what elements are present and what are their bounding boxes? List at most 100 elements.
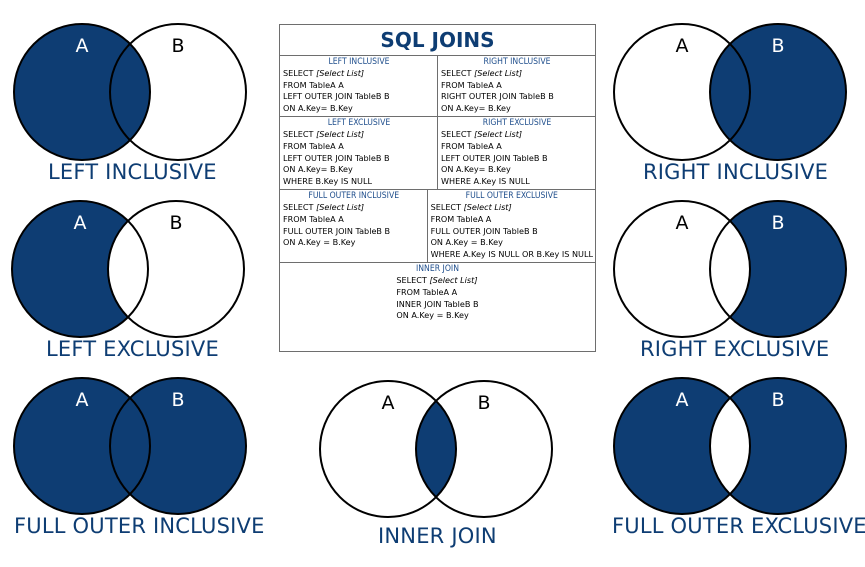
sql-code-line: ON A.Key = B.Key xyxy=(283,237,356,248)
sql-select-list: [Select List] xyxy=(316,68,365,78)
sql-select-line: SELECT [Select List] xyxy=(283,129,435,141)
sql-code-line: RIGHT OUTER JOIN TableB B xyxy=(441,91,554,102)
label-b: B xyxy=(169,212,182,234)
label-a: A xyxy=(74,212,87,234)
sql-code-line: FROM TableA A xyxy=(441,79,502,90)
sql-select-line: SELECT [Select List] xyxy=(283,68,435,80)
sql-select-list: [Select List] xyxy=(316,129,365,140)
sql-code-line: FROM TableA A xyxy=(283,79,344,90)
sql-cell-heading: FULL OUTER EXCLUSIVE xyxy=(465,191,558,202)
label-a: A xyxy=(76,35,89,57)
sql-select-line: SELECT [Select List] xyxy=(396,275,478,287)
label-a: A xyxy=(76,389,89,411)
sql-cell: LEFT INCLUSIVE SELECT [Select List] FROM T… xyxy=(280,56,437,116)
sql-select-line: SELECT [Select List] xyxy=(431,202,593,214)
sql-select-list: [Select List] xyxy=(474,129,523,140)
caption-left-inclusive: LEFT INCLUSIVE xyxy=(48,160,217,184)
sql-select-keyword: SELECT xyxy=(283,129,314,140)
sql-code-line: FULL OUTER JOIN TableB B xyxy=(283,225,391,236)
table-a-region xyxy=(614,378,750,514)
sql-cell-heading: RIGHT INCLUSIVE xyxy=(483,57,551,67)
sql-row-inner: INNER JOIN SELECT [Select List] FROM Table… xyxy=(280,263,595,327)
label-b: B xyxy=(771,389,784,411)
sql-cell: FULL OUTER EXCLUSIVE SELECT [Select List]… xyxy=(426,190,595,263)
sql-cell: LEFT EXCLUSIVE SELECT [Select List] FROM T… xyxy=(280,117,437,189)
caption-full-outer-inclusive: FULL OUTER INCLUSIVE xyxy=(14,514,265,538)
table-a-region xyxy=(614,24,750,160)
sql-code-line: ON A.Key= B.Key xyxy=(283,164,353,175)
sql-code-line: LEFT OUTER JOIN TableB B xyxy=(441,152,548,163)
sql-code-line: WHERE A.Key IS NULL OR B.Key IS NULL xyxy=(430,248,593,259)
label-b: B xyxy=(171,389,184,411)
sql-cell: RIGHT EXCLUSIVE SELECT [Select List] FROM … xyxy=(437,117,595,190)
sql-select-keyword: SELECT xyxy=(441,129,472,140)
sql-joins-table: SQL JOINS LEFT INCLUSIVE SELECT [Select L… xyxy=(279,24,596,352)
sql-select-list: [Select List] xyxy=(316,202,365,213)
sql-cell: RIGHT INCLUSIVE SELECT [Select List] FROM … xyxy=(437,56,595,117)
caption-left-exclusive: LEFT EXCLUSIVE xyxy=(46,337,219,361)
sql-cell: INNER JOIN SELECT [Select List] FROM Table… xyxy=(280,263,595,327)
sql-select-list: [Select List] xyxy=(474,68,523,78)
sql-code-line: FULL OUTER JOIN TableB B xyxy=(430,225,538,236)
sql-code-line: FROM TableA A xyxy=(430,213,492,224)
sql-row-full-outer: FULL OUTER INCLUSIVE SELECT [Select List]… xyxy=(280,190,595,264)
caption-inner-join: INNER JOIN xyxy=(378,524,497,548)
label-a: A xyxy=(382,392,395,414)
sql-code-line: WHERE B.Key IS NULL xyxy=(283,175,372,186)
label-b: B xyxy=(171,35,184,57)
label-a: A xyxy=(676,35,689,57)
table-a-region xyxy=(614,201,750,337)
label-a: A xyxy=(676,389,689,411)
sql-code-line: ON A.Key= B.Key xyxy=(441,102,511,113)
table-b-region xyxy=(108,201,244,337)
label-b: B xyxy=(771,35,784,57)
sql-cell-heading: RIGHT EXCLUSIVE xyxy=(482,118,552,129)
sql-code-line: WHERE A.Key IS NULL xyxy=(441,175,530,186)
caption-right-exclusive: RIGHT EXCLUSIVE xyxy=(640,337,830,361)
sql-select-keyword: SELECT xyxy=(441,68,472,78)
sql-code-line: LEFT OUTER JOIN TableB B xyxy=(283,152,390,163)
sql-cell-heading: INNER JOIN xyxy=(416,264,459,275)
table-b-region xyxy=(110,24,246,160)
sql-code-line: ON A.Key = B.Key xyxy=(396,310,469,321)
sql-title: SQL JOINS xyxy=(280,25,595,56)
sql-cell-heading: LEFT EXCLUSIVE xyxy=(327,118,391,129)
label-b: B xyxy=(477,392,490,414)
table-a-region xyxy=(14,24,150,160)
label-b: B xyxy=(771,212,784,234)
table-b-region xyxy=(710,24,846,160)
sql-select-line: SELECT [Select List] xyxy=(283,202,425,214)
table-a-region xyxy=(14,378,150,514)
table-b-region xyxy=(416,381,552,517)
sql-code-line: FROM TableA A xyxy=(283,140,344,151)
sql-code-line: FROM TableA A xyxy=(396,286,458,297)
sql-select-list: [Select List] xyxy=(429,275,478,286)
sql-code-line: FROM TableA A xyxy=(441,140,502,151)
table-a-region xyxy=(320,381,456,517)
sql-select-line: SELECT [Select List] xyxy=(441,68,593,80)
sql-select-keyword: SELECT xyxy=(396,275,427,286)
table-b-region xyxy=(110,378,246,514)
sql-select-keyword: SELECT xyxy=(283,68,314,78)
table-b-region xyxy=(710,201,846,337)
caption-full-outer-exclusive: FULL OUTER EXCLUSIVE xyxy=(612,514,865,538)
caption-right-inclusive: RIGHT INCLUSIVE xyxy=(643,160,829,184)
sql-select-list: [Select List] xyxy=(463,202,512,213)
sql-code-line: FROM TableA A xyxy=(283,213,344,224)
sql-select-keyword: SELECT xyxy=(430,202,462,213)
sql-code-line: LEFT OUTER JOIN TableB B xyxy=(283,91,390,102)
sql-code-line: ON A.Key= B.Key xyxy=(441,164,511,175)
table-a-region xyxy=(12,201,148,337)
sql-cell: FULL OUTER INCLUSIVE SELECT [Select List]… xyxy=(280,190,427,262)
sql-cell-heading: FULL OUTER INCLUSIVE xyxy=(308,191,400,202)
sql-code-line: INNER JOIN TableB B xyxy=(396,298,479,309)
label-a: A xyxy=(676,212,689,234)
table-b-region xyxy=(710,378,846,514)
